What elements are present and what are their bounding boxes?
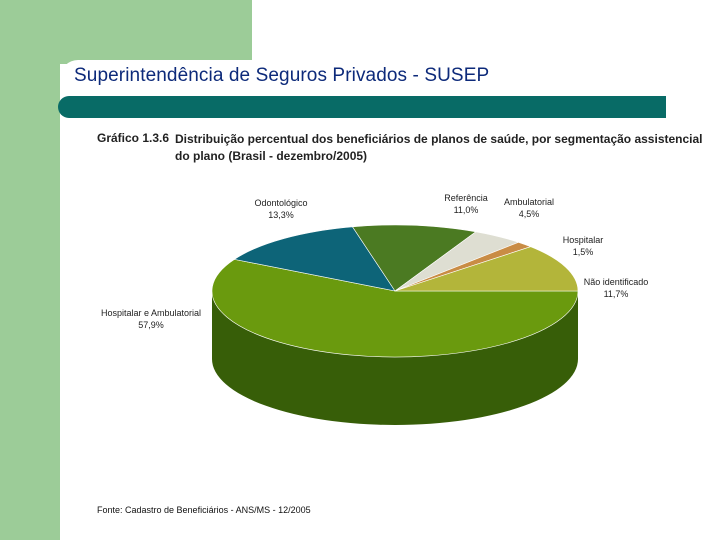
slice-label-2: Referência — [444, 193, 488, 203]
slice-label-4: Hospitalar — [563, 235, 604, 245]
pie-labels: Hospitalar e Ambulatorial 57,9% Odontológi… — [101, 193, 648, 330]
slice-value-5: 11,7% — [604, 289, 629, 299]
slice-label-5: Não identificado — [584, 277, 649, 287]
pie-slice-5 — [394, 246, 579, 292]
slice-value-1: 13,3% — [268, 210, 294, 220]
figure-number: Gráfico 1.3.6 — [97, 131, 170, 145]
slice-value-0: 57,9% — [138, 320, 164, 330]
pie-slice-0 — [211, 259, 579, 358]
pie-slice-2 — [351, 224, 477, 292]
slice-value-3: 4,5% — [519, 209, 540, 219]
top-decor-band — [0, 0, 252, 64]
title-rule — [58, 96, 666, 118]
slice-label-3: Ambulatorial — [504, 197, 554, 207]
left-decor-band — [0, 0, 60, 540]
title-background — [60, 60, 666, 96]
pie-side-walls — [212, 291, 578, 425]
pie-side-0 — [212, 291, 578, 425]
source-note: Fonte: Cadastro de Beneficiários - ANS/M… — [97, 505, 311, 515]
pie-slice-1 — [233, 226, 396, 292]
pie-top-faces — [211, 224, 579, 358]
slice-label-1: Odontológico — [254, 198, 307, 208]
slice-label-0: Hospitalar e Ambulatorial — [101, 308, 201, 318]
slice-value-2: 11,0% — [454, 205, 479, 215]
figure-caption: Distribuição percentual dos beneficiário… — [175, 132, 703, 163]
slice-value-4: 1,5% — [573, 247, 594, 257]
slide-title: Superintendência de Seguros Privados - S… — [74, 65, 490, 86]
